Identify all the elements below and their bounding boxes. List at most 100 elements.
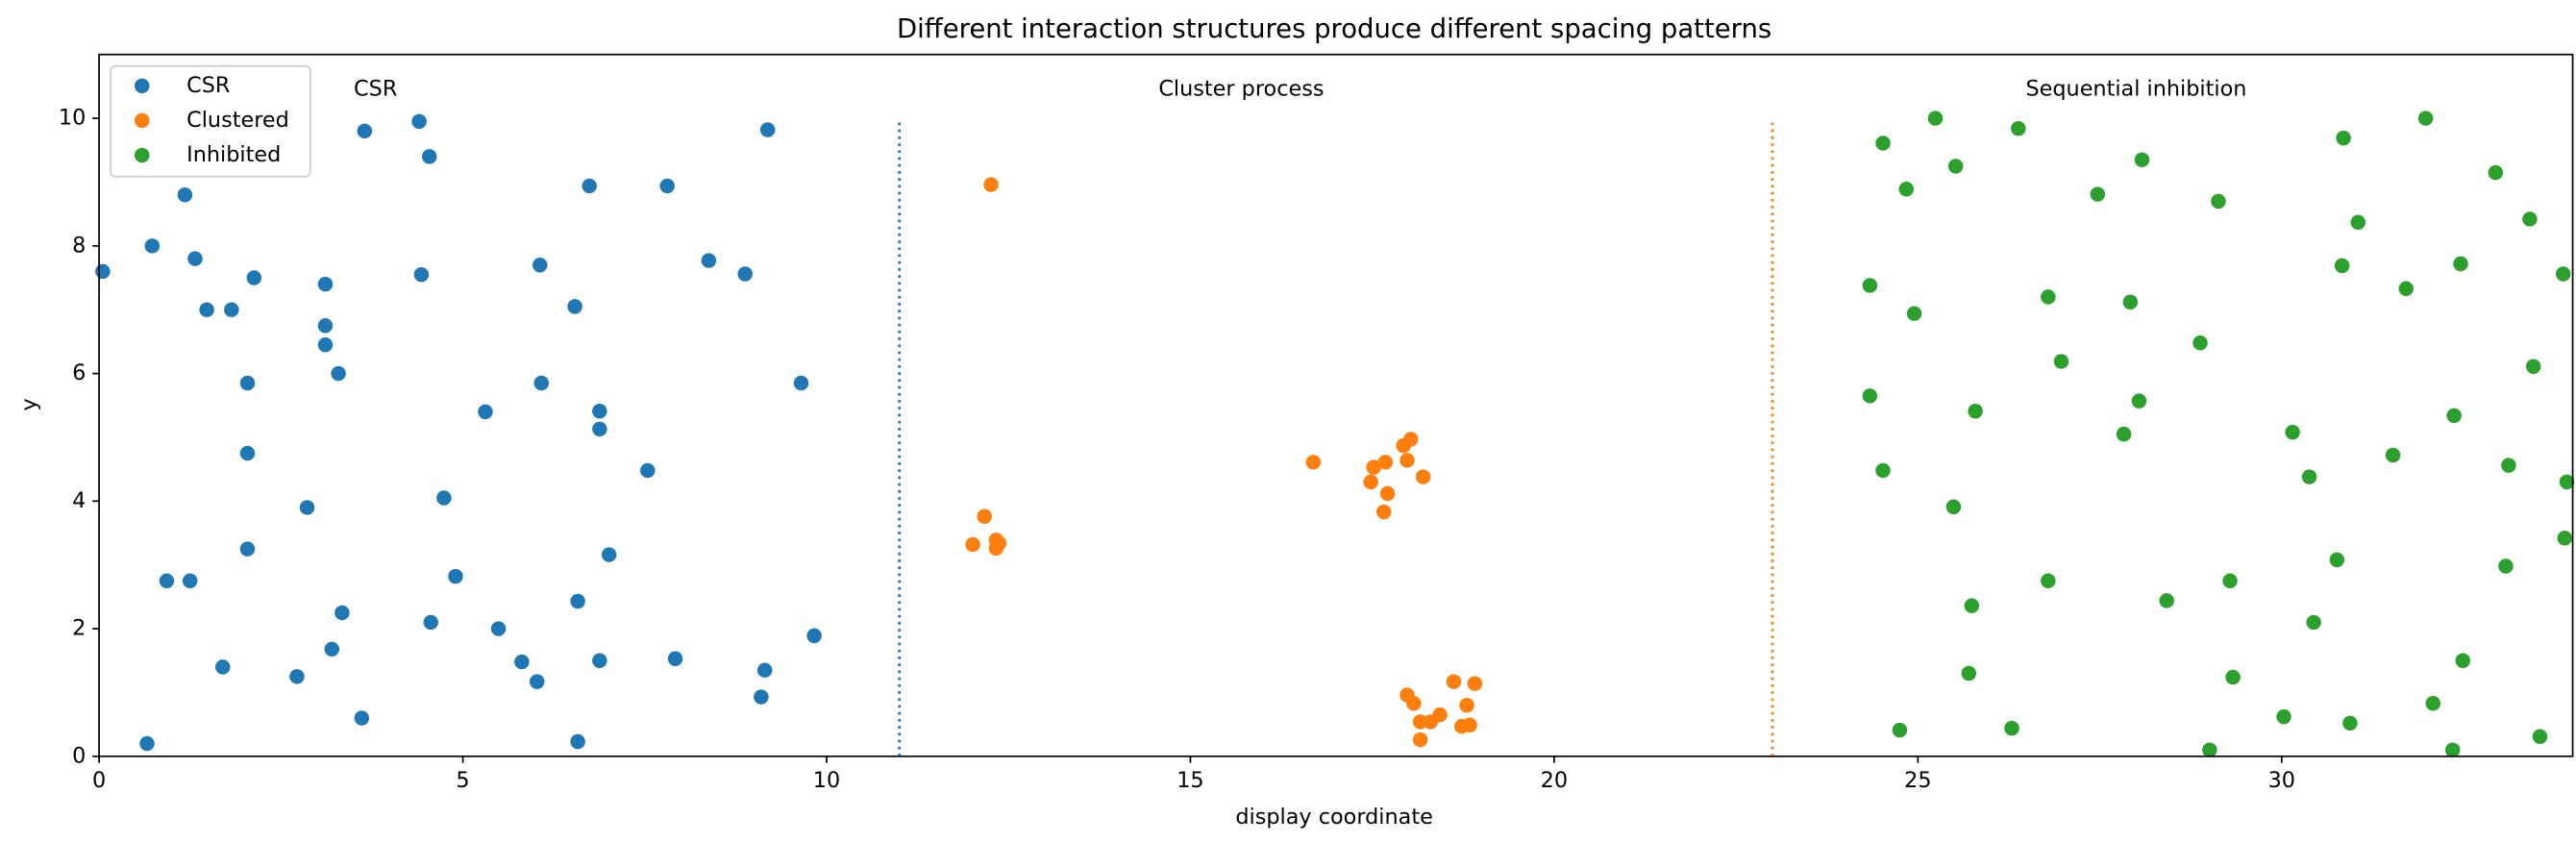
y-tick-label: 8	[72, 233, 86, 258]
point	[1399, 453, 1415, 468]
point	[2053, 354, 2069, 369]
point	[2557, 531, 2572, 546]
y-tick-label: 10	[59, 106, 86, 131]
point	[2398, 281, 2414, 297]
point	[354, 710, 370, 726]
point	[1927, 111, 1944, 126]
point	[2342, 715, 2358, 731]
point	[1432, 707, 1448, 723]
point	[1377, 455, 1394, 470]
point	[224, 302, 239, 317]
point	[1406, 695, 1422, 711]
point	[357, 123, 373, 139]
point	[1462, 717, 1477, 733]
point	[659, 178, 675, 194]
x-tick-label: 0	[92, 768, 106, 793]
point	[2202, 742, 2217, 757]
point	[239, 445, 256, 461]
y-tick-label: 4	[72, 488, 86, 513]
point	[411, 113, 427, 130]
point	[2004, 720, 2019, 736]
legend-label: Clustered	[186, 108, 289, 133]
y-tick-label: 0	[72, 743, 86, 768]
point	[1968, 403, 1983, 419]
point	[144, 238, 161, 254]
point	[448, 568, 463, 584]
point	[2116, 426, 2132, 442]
annotation: Cluster process	[1158, 77, 1324, 102]
point	[2225, 669, 2241, 685]
point	[1898, 182, 1914, 197]
point	[570, 593, 585, 609]
point	[2522, 211, 2538, 227]
annotation: Sequential inhibition	[2025, 77, 2246, 102]
point	[1947, 159, 1964, 174]
point	[2501, 458, 2516, 473]
point	[592, 403, 607, 419]
point	[324, 641, 340, 657]
point	[299, 500, 315, 515]
point	[991, 535, 1007, 551]
point	[754, 689, 769, 705]
point	[317, 276, 334, 292]
point	[317, 336, 334, 353]
x-axis-label: display coordinate	[1235, 805, 1432, 830]
point	[177, 186, 193, 203]
point	[2192, 335, 2208, 351]
point	[601, 547, 617, 562]
x-tick-label: 25	[1904, 768, 1931, 793]
point	[965, 536, 980, 553]
point	[1964, 598, 1980, 613]
legend-marker	[135, 147, 150, 163]
legend-marker	[135, 78, 150, 94]
point	[1446, 674, 1462, 689]
point	[2134, 152, 2150, 167]
point	[2334, 258, 2350, 274]
point	[1945, 499, 1962, 515]
point	[2555, 266, 2571, 282]
x-tick-label: 10	[813, 768, 840, 793]
point	[215, 659, 231, 675]
x-tick-label: 15	[1177, 768, 1203, 793]
point	[983, 177, 999, 192]
point	[199, 302, 214, 317]
point	[582, 178, 597, 194]
point	[334, 605, 350, 621]
point	[701, 253, 717, 268]
point	[2159, 593, 2174, 608]
x-tick-label: 30	[2268, 768, 2295, 793]
point	[793, 375, 809, 391]
chart-title: Different interaction structures produce…	[897, 13, 1771, 44]
point	[289, 669, 305, 684]
point	[2222, 573, 2238, 589]
point	[423, 614, 438, 631]
legend-marker	[135, 112, 150, 129]
point	[2122, 294, 2139, 310]
point	[2350, 214, 2366, 230]
point	[436, 490, 452, 506]
point	[478, 404, 493, 420]
point	[246, 270, 262, 285]
point	[2455, 653, 2471, 668]
point	[530, 674, 545, 689]
point	[95, 263, 111, 280]
point	[1862, 388, 1878, 404]
point	[239, 541, 256, 557]
point	[182, 573, 198, 589]
point	[567, 299, 582, 314]
point	[1366, 459, 1381, 475]
point	[2211, 193, 2226, 210]
point	[331, 365, 346, 382]
point	[413, 266, 430, 283]
point	[2336, 130, 2351, 146]
point	[2301, 469, 2317, 484]
point	[2385, 447, 2401, 463]
legend-label: Inhibited	[186, 142, 281, 167]
point	[2329, 552, 2345, 568]
point	[2417, 111, 2434, 126]
point	[759, 122, 776, 137]
point	[2532, 729, 2548, 744]
y-axis-label: y	[16, 398, 41, 410]
point	[2011, 120, 2026, 136]
